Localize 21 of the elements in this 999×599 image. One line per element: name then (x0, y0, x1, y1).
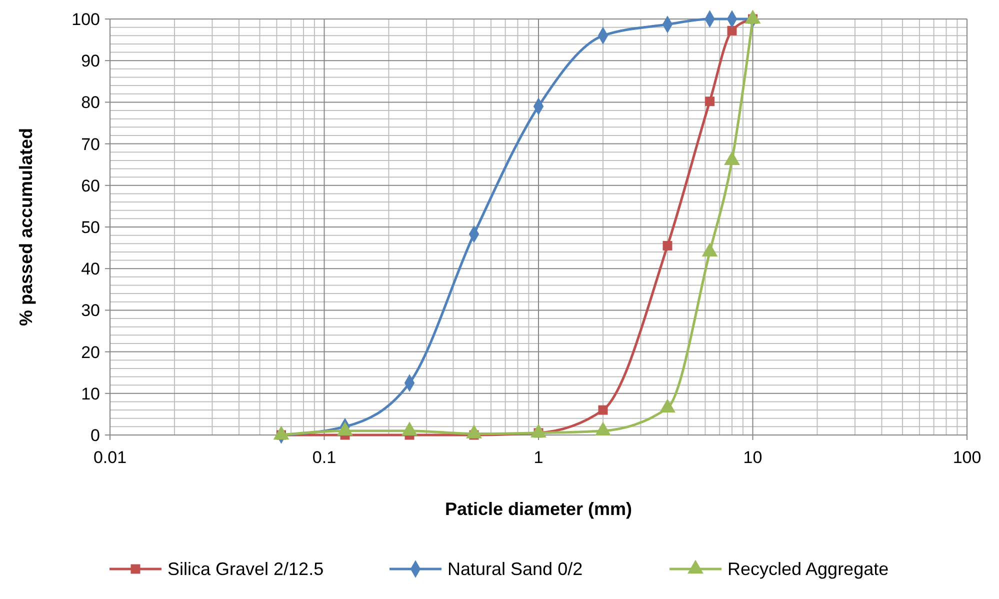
legend-label: Recycled Aggregate (728, 559, 889, 579)
legend-label: Silica Gravel 2/12.5 (168, 559, 324, 579)
y-tick-label: 50 (81, 218, 100, 237)
y-axis-title: % passed accumulated (16, 128, 36, 326)
y-tick-label: 80 (81, 93, 100, 112)
x-tick-label: 0.1 (312, 448, 336, 467)
x-axis-title: Paticle diameter (mm) (444, 499, 632, 519)
y-tick-label: 20 (81, 342, 100, 362)
y-tick-label: 10 (81, 384, 100, 404)
y-tick-label: 70 (81, 134, 100, 154)
legend-label: Natural Sand 0/2 (448, 559, 583, 579)
y-tick-label: 30 (81, 301, 100, 320)
x-tick-label: 0.01 (93, 448, 127, 467)
y-tick-label: 90 (81, 52, 100, 71)
x-tick-label: 10 (743, 448, 762, 467)
y-tick-label: 40 (81, 260, 100, 279)
y-tick-label: 60 (81, 176, 100, 196)
x-tick-label: 100 (952, 448, 982, 467)
y-tick-label: 0 (90, 426, 100, 445)
x-tick-label: 1 (534, 448, 544, 467)
y-tick-label: 100 (72, 10, 100, 29)
